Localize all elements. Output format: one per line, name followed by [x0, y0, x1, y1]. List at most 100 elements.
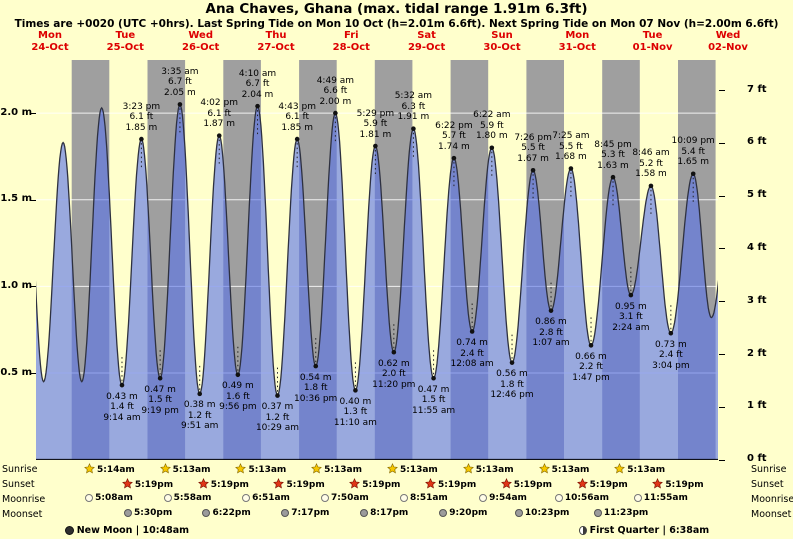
low-tide-dot: [197, 391, 203, 397]
high-tide-dot: [690, 171, 696, 177]
moonrise-icon: [242, 494, 251, 502]
moonset-entry: 10:23pm: [515, 508, 569, 518]
tide-chart: [36, 60, 718, 460]
sunset-time: 5:19pm: [134, 480, 174, 490]
sunset-icon: [500, 478, 512, 492]
day-label: Thu 27-Oct: [239, 30, 313, 53]
sunrise-time: 5:13am: [399, 465, 438, 475]
moonrise-entry: 8:51am: [397, 493, 451, 503]
left-axis-label: 2.0 m: [0, 106, 32, 118]
moonset-icon: [202, 509, 211, 517]
day-date: 27-Oct: [257, 41, 295, 53]
day-label: Mon 31-Oct: [540, 30, 614, 53]
sunrise-entry: 5:13am: [385, 463, 439, 477]
left-axis-label: 1.5 m: [0, 193, 32, 205]
left-axis-label: 1.0 m: [0, 279, 32, 291]
sunset-entry: 5:19pm: [348, 478, 402, 492]
right-axis-label: 3 ft: [747, 294, 767, 306]
right-axis-tick: [719, 90, 725, 91]
moonset-icon: [360, 509, 369, 517]
sunset-entry: 5:19pm: [121, 478, 175, 492]
moonset-time: 8:17pm: [370, 508, 409, 518]
sunset-time: 5:19pm: [210, 480, 249, 490]
sunrise-icon: [159, 463, 171, 477]
new-moon-icon: [64, 526, 74, 535]
moonset-icon: [515, 509, 523, 517]
sunrise-icon: [387, 463, 398, 477]
sunset-time: 5:19pm: [286, 480, 325, 490]
moonset-time: 5:30pm: [133, 508, 173, 518]
day-name: Sun: [491, 30, 513, 41]
right-axis-label: 1 ft: [747, 400, 767, 412]
moonset-entry: 5:30pm: [121, 508, 175, 518]
low-tide-dot: [628, 292, 634, 298]
left-axis-tick: [30, 373, 36, 374]
low-tide-dot: [313, 363, 319, 369]
day-date: 30-Oct: [483, 41, 521, 53]
moonset-time: 7:17pm: [291, 508, 330, 518]
day-name: Tue: [642, 30, 663, 41]
moonrise-entry: 10:56am: [555, 493, 609, 503]
sunrise-icon: [462, 463, 474, 477]
day-date: 24-Oct: [31, 41, 69, 53]
high-tide-dot: [530, 167, 536, 173]
low-tide-dot: [119, 382, 125, 388]
sunset-entry: 5:19pm: [575, 478, 629, 492]
right-axis-tick: [719, 354, 725, 356]
moonrise-entry: 6:51am: [239, 493, 293, 503]
sunset-time: 5:19pm: [513, 480, 552, 490]
left-axis-label: 0.5 m: [0, 366, 32, 378]
sunset-entry: 5:19pm: [196, 478, 250, 492]
sunrise-time: 5:13am: [627, 465, 666, 475]
high-tide-dot: [177, 102, 183, 107]
sunrise-time: 5:13am: [248, 465, 287, 475]
moonrise-icon: [479, 494, 488, 502]
side-label-moonrise-left: Moonrise: [2, 494, 46, 505]
moonset-entry: 8:17pm: [357, 508, 411, 518]
sunset-entry: 5:19pm: [272, 478, 326, 492]
sunset-time: 5:19pm: [665, 480, 704, 490]
high-tide-dot: [610, 174, 616, 180]
moonset-icon: [123, 509, 132, 517]
side-label-sunset-right: Sunset: [751, 479, 784, 490]
high-tide-dot: [568, 166, 574, 171]
moon-phase-text: First Quarter | 6:38am: [589, 525, 710, 536]
sunrise-time: 5:13am: [475, 465, 514, 475]
low-tide-dot: [588, 343, 594, 348]
day-label: Sun 30-Oct: [465, 30, 539, 53]
sunrise-icon: [311, 463, 323, 477]
sunset-icon: [425, 478, 436, 492]
high-tide-dot: [411, 126, 416, 131]
right-axis-tick: [719, 301, 725, 303]
right-axis-tick: [719, 248, 725, 250]
sunrise-entry: 5:13am: [234, 463, 288, 477]
high-tide-dot: [255, 103, 260, 109]
left-axis-tick: [30, 113, 36, 115]
day-date: 26-Oct: [182, 41, 220, 53]
day-label: Tue 01-Nov: [616, 30, 690, 53]
day-name: Thu: [265, 30, 287, 41]
moonset-entry: 7:17pm: [278, 508, 332, 518]
right-axis-label: 5 ft: [747, 189, 767, 201]
right-axis-label: 4 ft: [747, 241, 767, 253]
sunset-time: 5:19pm: [589, 480, 628, 490]
moonrise-time: 11:55am: [643, 493, 688, 503]
sunrise-time: 5:13am: [172, 465, 211, 475]
moonrise-icon: [555, 494, 563, 502]
moonrise-icon: [163, 494, 172, 502]
side-label-sunrise-right: Sunrise: [751, 464, 787, 475]
right-axis-tick: [719, 459, 725, 461]
right-axis-label: 0 ft: [747, 453, 767, 465]
sunrise-entry: 5:13am: [158, 463, 212, 477]
moonset-icon: [594, 509, 602, 517]
page-title: Ana Chaves, Ghana (max. tidal range 1.91…: [205, 1, 588, 17]
high-tide-dot: [373, 143, 378, 149]
day-label: Fri 28-Oct: [314, 30, 388, 53]
sunrise-icon: [538, 463, 550, 477]
day-label: Sat 29-Oct: [390, 30, 464, 53]
day-name: Wed: [188, 30, 213, 41]
moonset-entry: 11:23pm: [594, 508, 648, 518]
left-axis-tick: [30, 199, 36, 201]
sunset-entry: 5:19pm: [424, 478, 478, 492]
